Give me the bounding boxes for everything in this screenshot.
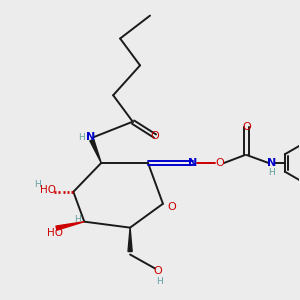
Text: N: N — [267, 158, 276, 168]
Text: O: O — [151, 131, 159, 141]
Text: HO: HO — [47, 228, 63, 238]
Polygon shape — [56, 222, 84, 230]
Text: HO: HO — [40, 185, 56, 195]
Text: H: H — [34, 180, 40, 189]
Text: H: H — [156, 278, 163, 286]
Text: O: O — [167, 202, 176, 212]
Text: H: H — [268, 168, 275, 177]
Text: N: N — [188, 158, 197, 168]
Text: O: O — [215, 158, 224, 168]
Text: H: H — [74, 215, 81, 224]
Text: N: N — [86, 132, 95, 142]
Polygon shape — [90, 139, 101, 163]
Text: O: O — [154, 266, 162, 276]
Polygon shape — [128, 228, 132, 251]
Text: H: H — [79, 133, 85, 142]
Text: O: O — [242, 122, 251, 132]
